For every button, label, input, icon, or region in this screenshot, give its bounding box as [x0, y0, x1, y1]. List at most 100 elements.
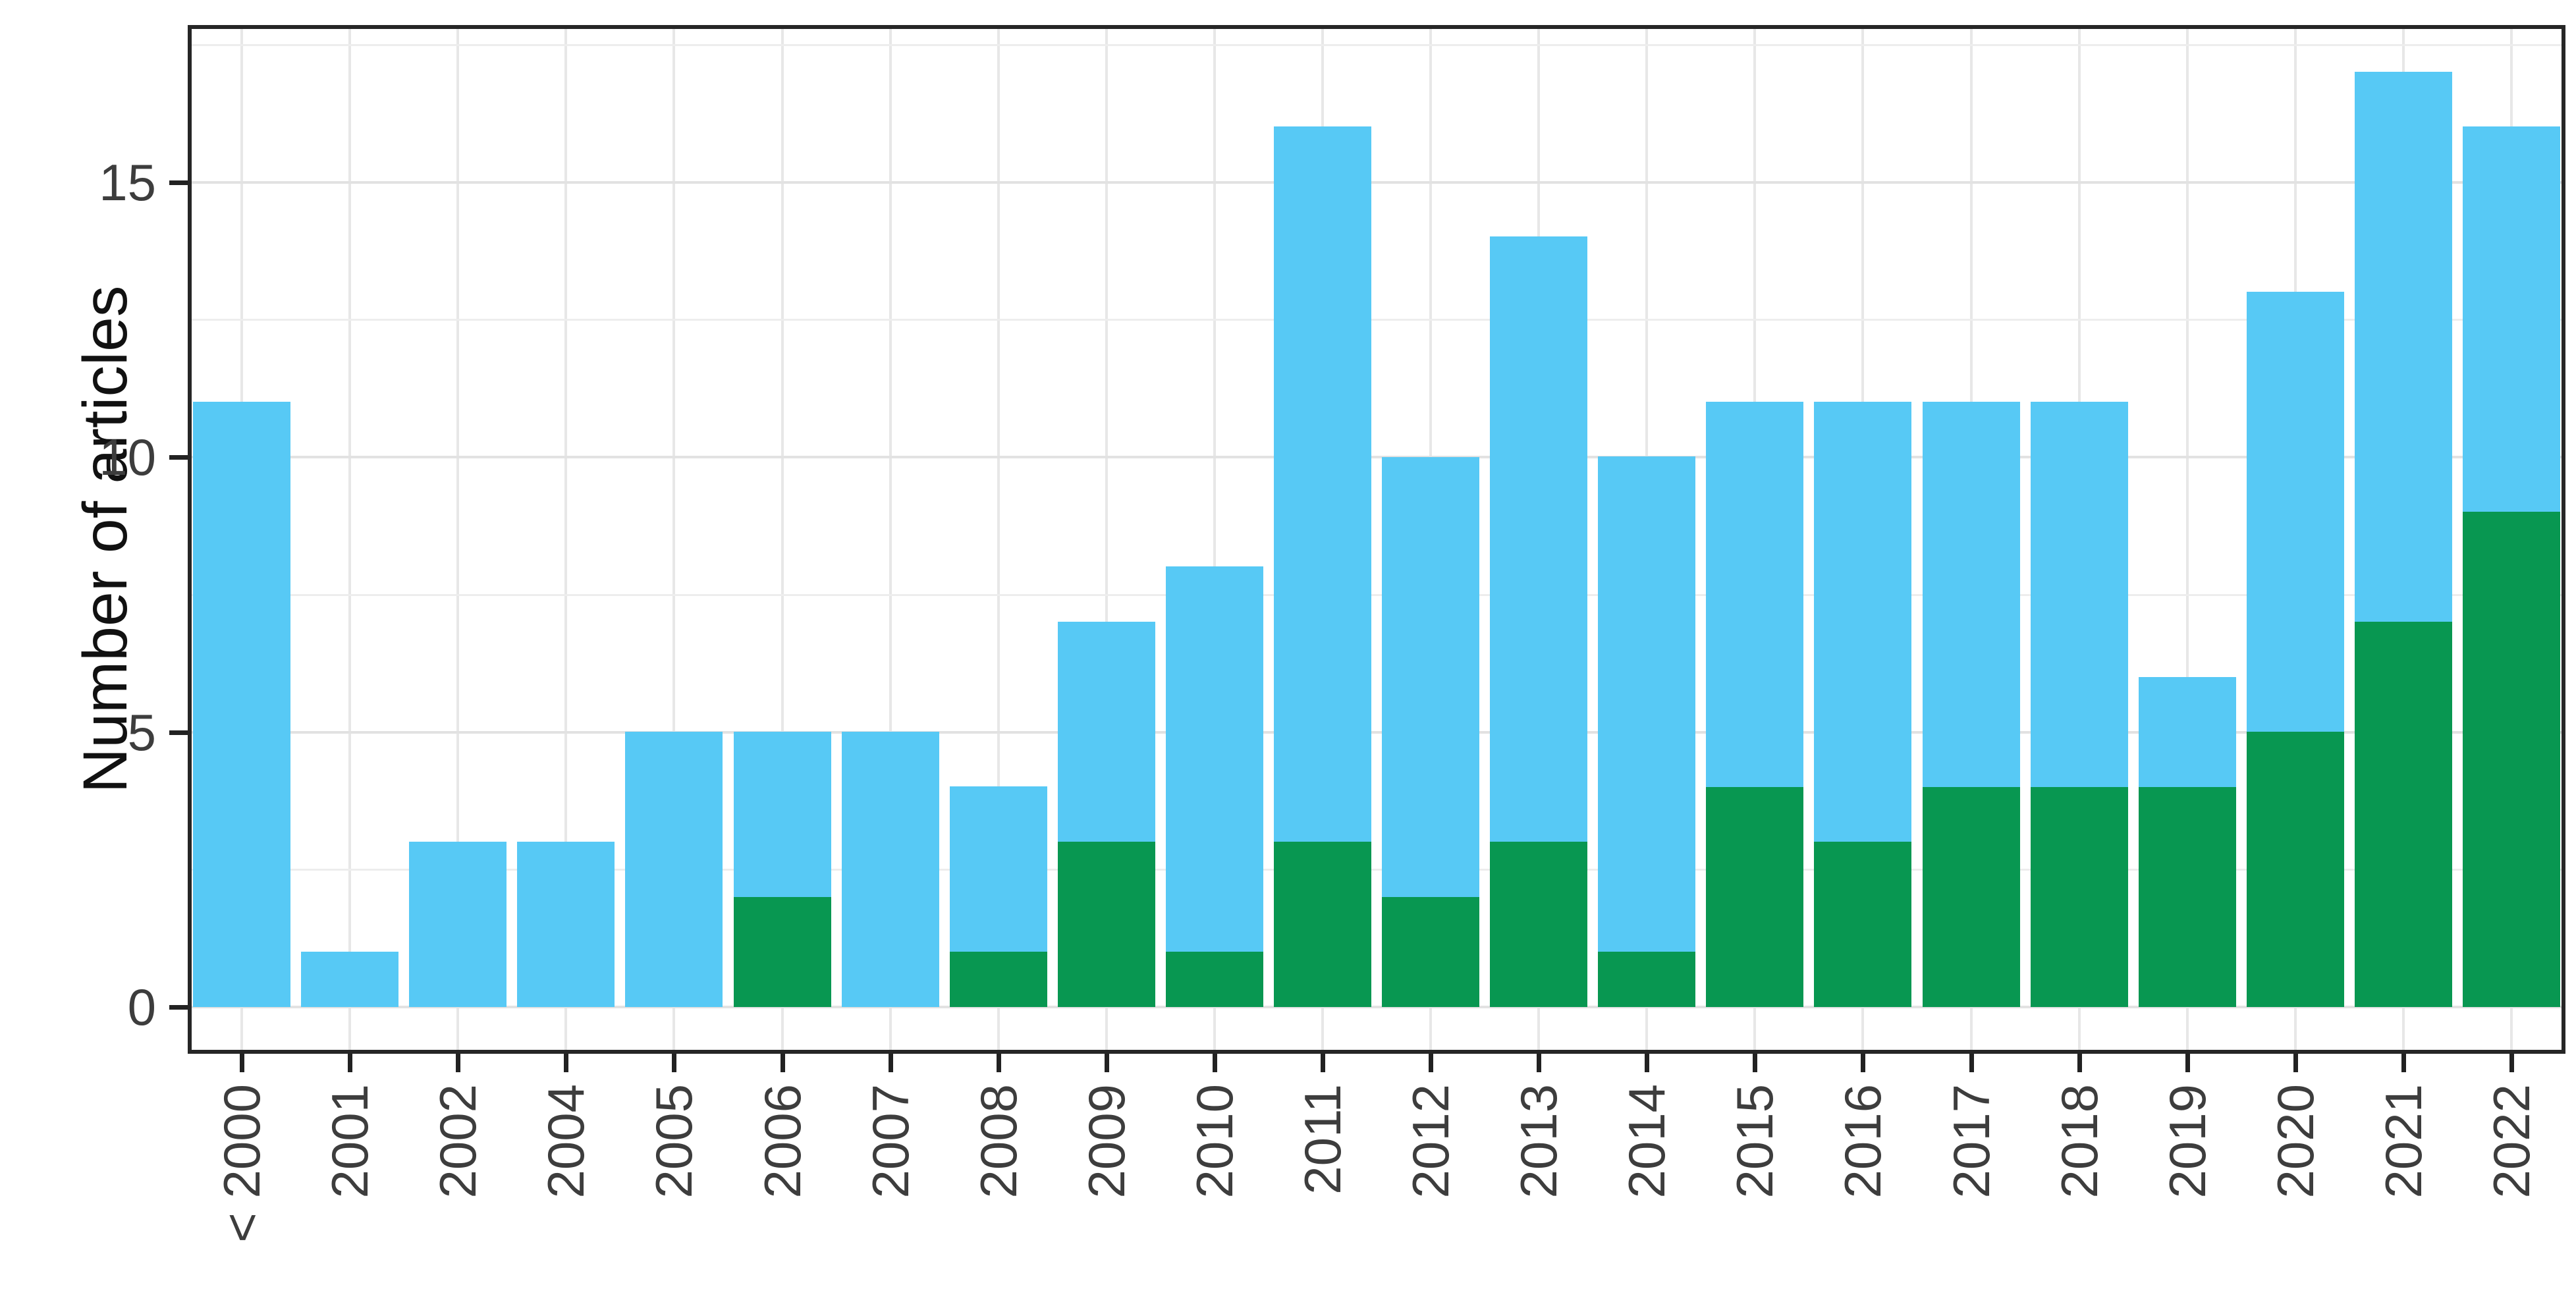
h-gridline-minor — [192, 869, 2562, 871]
bar-blue-segment — [1490, 236, 1587, 842]
bar-blue-segment — [734, 732, 831, 897]
y-tick-label: 15 — [99, 153, 156, 211]
bar-chart-figure: Number of articles 0 5 10 15 < 2000 2001 2002 2… — [70, 25, 2565, 1243]
h-gridline-major — [192, 1006, 2562, 1008]
bar-green-segment — [2247, 732, 2344, 1007]
x-tick — [780, 1054, 785, 1072]
y-tick-label: 10 — [99, 428, 156, 486]
x-tick-label: < 2000 — [213, 1084, 271, 1243]
bar-blue-segment — [1382, 457, 1479, 897]
x-tick-label: 2013 — [1510, 1084, 1568, 1199]
y-tick — [169, 180, 188, 185]
v-gridline — [2185, 29, 2189, 1050]
y-tick-label: 0 — [127, 978, 156, 1036]
x-tick-label: 2017 — [1942, 1084, 2000, 1199]
x-tick — [2185, 1054, 2190, 1072]
bar-blue-segment — [2355, 72, 2452, 622]
x-tick — [564, 1054, 569, 1072]
x-tick-label: 2008 — [969, 1084, 1028, 1199]
bar-blue-segment — [409, 842, 507, 1007]
bar-green-segment — [1490, 842, 1587, 1007]
x-tick-label: 2005 — [645, 1084, 703, 1199]
bar-blue-segment — [1166, 566, 1263, 952]
x-tick — [456, 1054, 461, 1072]
bar-blue-segment — [301, 952, 398, 1007]
bar-blue-segment — [1274, 126, 1371, 842]
x-tick — [348, 1054, 353, 1072]
h-gridline-minor — [192, 593, 2562, 596]
bar-blue-segment — [1923, 402, 2020, 787]
bar-green-segment — [1058, 842, 1155, 1007]
y-tick — [169, 1005, 188, 1010]
x-tick — [2077, 1054, 2082, 1072]
x-tick — [1104, 1054, 1109, 1072]
bar-green-segment — [1382, 897, 1479, 1007]
v-gridline — [1213, 29, 1216, 1050]
bar-green-segment — [1706, 787, 1803, 1007]
y-tick-label: 5 — [127, 703, 156, 761]
x-tick — [888, 1054, 893, 1072]
v-gridline — [348, 29, 352, 1050]
x-tick — [1429, 1054, 1434, 1072]
x-tick — [1969, 1054, 1974, 1072]
bar-blue-segment — [2139, 677, 2236, 787]
v-gridline — [997, 29, 1000, 1050]
x-tick-label: 2012 — [1402, 1084, 1460, 1199]
x-tick — [240, 1054, 245, 1072]
bar-green-segment — [2355, 622, 2452, 1007]
x-tick-label: 2019 — [2158, 1084, 2216, 1199]
y-tick — [169, 730, 188, 735]
bar-blue-segment — [1058, 622, 1155, 842]
bar-green-segment — [1598, 952, 1695, 1007]
x-tick — [996, 1054, 1001, 1072]
x-tick-label: 2020 — [2266, 1084, 2324, 1199]
bar-green-segment — [1274, 842, 1371, 1007]
bar-blue-segment — [1598, 456, 1695, 952]
x-tick-label: 2010 — [1185, 1084, 1244, 1199]
x-tick-label: 2011 — [1293, 1084, 1352, 1195]
bar-green-segment — [734, 897, 831, 1007]
x-tick-label: 2014 — [1618, 1084, 1676, 1199]
h-gridline-major — [192, 456, 2562, 458]
bar-blue-segment — [193, 402, 290, 1007]
bar-green-segment — [950, 952, 1047, 1007]
bar-green-segment — [1814, 842, 1911, 1007]
h-gridline-major — [192, 180, 2562, 184]
bar-blue-segment — [950, 786, 1047, 952]
v-gridline — [1105, 29, 1108, 1050]
h-gridline-major — [192, 730, 2562, 734]
bar-green-segment — [2031, 787, 2128, 1007]
x-tick — [2401, 1054, 2406, 1072]
x-tick — [1320, 1054, 1325, 1072]
x-tick-label: 2007 — [861, 1084, 919, 1199]
bar-blue-segment — [517, 842, 615, 1007]
x-tick-label: 2016 — [1834, 1084, 1892, 1199]
x-tick-label: 2021 — [2374, 1084, 2432, 1199]
bar-green-segment — [2139, 787, 2236, 1007]
x-tick-label: 2018 — [2050, 1084, 2108, 1199]
x-tick — [1753, 1054, 1758, 1072]
v-gridline — [889, 29, 892, 1050]
x-tick-label: 2006 — [753, 1084, 811, 1199]
bar-green-segment — [2463, 512, 2560, 1007]
y-tick — [169, 455, 188, 460]
x-tick-label: 2001 — [321, 1084, 379, 1199]
x-tick — [672, 1054, 677, 1072]
v-gridline — [456, 29, 460, 1050]
x-tick — [1645, 1054, 1650, 1072]
x-tick — [1861, 1054, 1866, 1072]
bar-blue-segment — [2247, 292, 2344, 732]
v-gridline — [672, 29, 676, 1050]
x-tick-label: 2022 — [2482, 1084, 2540, 1199]
bar-blue-segment — [1814, 402, 1911, 842]
x-tick — [1537, 1054, 1542, 1072]
bar-blue-segment — [2031, 402, 2128, 787]
bar-blue-segment — [625, 732, 723, 1007]
x-tick-label: 2009 — [1077, 1084, 1136, 1199]
bar-green-segment — [1166, 952, 1263, 1007]
v-gridline — [781, 29, 784, 1050]
h-gridline-minor — [192, 43, 2562, 46]
bar-blue-segment — [1706, 402, 1803, 787]
x-tick-label: 2002 — [429, 1084, 487, 1199]
v-gridline — [564, 29, 568, 1050]
